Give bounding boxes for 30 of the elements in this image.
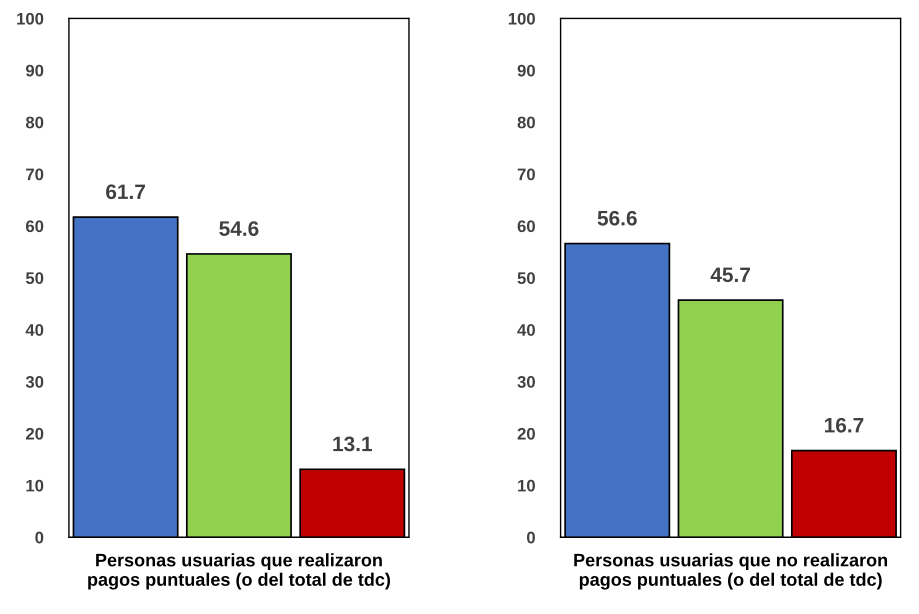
y-tick-label: 10 <box>518 480 535 492</box>
y-tick-label: 0 <box>526 532 535 544</box>
data-label: 61.7 <box>106 184 145 200</box>
y-tick-label: 20 <box>26 428 44 440</box>
data-label: 16.7 <box>824 418 864 433</box>
y-tick-label: 50 <box>518 272 535 284</box>
y-tick-label: 0 <box>35 532 44 544</box>
y-tick-label: 60 <box>518 220 535 232</box>
x-axis-title: Personas usuarias que no realizaron pagos puntuales (o del total de tdc) <box>574 553 888 590</box>
y-tick-label: 90 <box>518 64 535 77</box>
y-tick-label: 60 <box>26 220 44 232</box>
y-tick-label: 30 <box>26 376 44 388</box>
y-tick-label: 90 <box>26 64 44 77</box>
y-tick-label: 70 <box>518 168 535 180</box>
data-label: 54.6 <box>219 221 258 236</box>
data-label: 13.1 <box>333 436 372 452</box>
y-tick-label: 30 <box>517 376 535 388</box>
data-label: 45.7 <box>710 268 750 282</box>
data-label: 56.6 <box>598 210 637 226</box>
y-tick-label: 50 <box>26 272 44 284</box>
y-tick-label: 40 <box>26 324 44 336</box>
y-tick-label: 10 <box>26 480 44 492</box>
y-tick-label: 100 <box>17 12 44 25</box>
y-tick-label: 80 <box>26 116 44 128</box>
y-tick-label: 80 <box>518 116 535 128</box>
y-tick-label: 100 <box>508 12 535 25</box>
y-tick-label: 20 <box>518 428 535 440</box>
y-tick-label: 70 <box>26 168 44 180</box>
x-axis-title: Personas usuarias que realizaron pagos puntuales (o del total de tdc) <box>88 553 390 590</box>
y-tick-label: 40 <box>517 324 535 336</box>
